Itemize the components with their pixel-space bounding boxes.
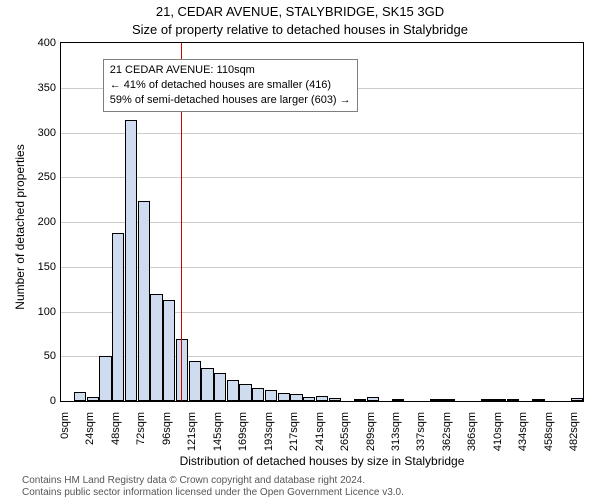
- chart-title-address: 21, CEDAR AVENUE, STALYBRIDGE, SK15 3GD: [0, 4, 600, 19]
- histogram-bar: [532, 399, 544, 401]
- x-tick-label: 313sqm: [390, 412, 402, 458]
- annotation-box: 21 CEDAR AVENUE: 110sqm ← 41% of detache…: [103, 59, 358, 112]
- histogram-bar: [239, 384, 251, 401]
- histogram-bar: [265, 390, 277, 401]
- x-tick-label: 193sqm: [263, 412, 275, 458]
- x-tick-label: 145sqm: [212, 412, 224, 458]
- histogram-bar: [329, 398, 341, 401]
- x-tick-label: 121sqm: [186, 412, 198, 458]
- y-tick-label: 250: [26, 171, 56, 183]
- x-tick-label: 265sqm: [339, 412, 351, 458]
- histogram-bar: [189, 361, 201, 401]
- x-tick-label: 96sqm: [161, 412, 173, 458]
- histogram-bar: [150, 294, 162, 401]
- annotation-line-2: ← 41% of detached houses are smaller (41…: [110, 78, 351, 93]
- x-tick-label: 241sqm: [314, 412, 326, 458]
- x-tick-label: 386sqm: [466, 412, 478, 458]
- x-tick-label: 410sqm: [492, 412, 504, 458]
- histogram-bar: [252, 388, 264, 401]
- x-axis-label: Distribution of detached houses by size …: [60, 454, 584, 468]
- histogram-bar: [303, 397, 315, 401]
- x-tick-label: 72sqm: [135, 412, 147, 458]
- y-tick-label: 350: [26, 82, 56, 94]
- histogram-bar: [507, 399, 519, 401]
- credit-line-1: Contains HM Land Registry data © Crown c…: [22, 475, 404, 487]
- histogram-bar: [214, 373, 226, 401]
- chart-container: 21, CEDAR AVENUE, STALYBRIDGE, SK15 3GD …: [0, 0, 600, 500]
- histogram-bar: [99, 356, 111, 401]
- histogram-bar: [481, 399, 493, 401]
- histogram-bar: [74, 392, 86, 401]
- x-tick-label: 482sqm: [568, 412, 580, 458]
- x-tick-label: 337sqm: [415, 412, 427, 458]
- y-tick-label: 100: [26, 306, 56, 318]
- x-tick-label: 458sqm: [543, 412, 555, 458]
- x-tick-label: 289sqm: [365, 412, 377, 458]
- histogram-bar: [125, 120, 137, 401]
- histogram-bar: [112, 233, 124, 401]
- y-tick-label: 300: [26, 127, 56, 139]
- annotation-line-1: 21 CEDAR AVENUE: 110sqm: [110, 63, 351, 78]
- histogram-bar: [201, 368, 213, 401]
- histogram-bar: [87, 397, 99, 401]
- histogram-bar: [290, 394, 302, 401]
- y-tick-label: 150: [26, 261, 56, 273]
- histogram-bar: [443, 399, 455, 401]
- histogram-bar: [163, 300, 175, 401]
- histogram-bar: [138, 201, 150, 401]
- plot-area: 21 CEDAR AVENUE: 110sqm ← 41% of detache…: [60, 42, 584, 402]
- x-tick-label: 434sqm: [517, 412, 529, 458]
- chart-subtitle: Size of property relative to detached ho…: [0, 22, 600, 37]
- histogram-bar: [367, 397, 379, 401]
- y-tick-label: 0: [26, 395, 56, 407]
- histogram-bar: [392, 399, 404, 401]
- histogram-bar: [494, 399, 506, 401]
- y-tick-label: 400: [26, 37, 56, 49]
- histogram-bar: [316, 396, 328, 401]
- annotation-line-3: 59% of semi-detached houses are larger (…: [110, 93, 351, 108]
- y-tick-label: 200: [26, 216, 56, 228]
- y-tick-label: 50: [26, 350, 56, 362]
- histogram-bar: [278, 393, 290, 401]
- x-tick-label: 217sqm: [288, 412, 300, 458]
- histogram-bar: [354, 399, 366, 401]
- histogram-bar: [227, 380, 239, 401]
- x-tick-label: 48sqm: [110, 412, 122, 458]
- histogram-bar: [571, 398, 583, 401]
- x-tick-label: 169sqm: [237, 412, 249, 458]
- x-tick-label: 362sqm: [441, 412, 453, 458]
- y-axis-label: Number of detached properties: [13, 77, 27, 377]
- credit-text: Contains HM Land Registry data © Crown c…: [22, 475, 404, 499]
- histogram-bar: [176, 339, 188, 401]
- credit-line-2: Contains public sector information licen…: [22, 487, 404, 499]
- x-tick-label: 24sqm: [84, 412, 96, 458]
- histogram-bar: [430, 399, 442, 401]
- x-tick-label: 0sqm: [59, 412, 71, 458]
